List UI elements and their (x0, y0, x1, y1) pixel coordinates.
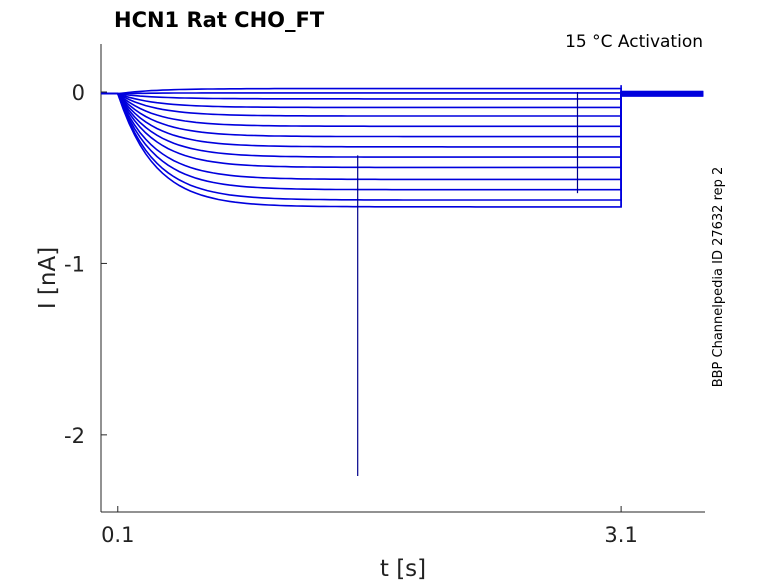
source-id-label: BBP Channelpedia ID 27632 rep 2 (711, 167, 726, 388)
current-trace (101, 92, 703, 190)
current-trace (101, 93, 703, 95)
axes (101, 44, 705, 512)
current-trace (101, 92, 703, 147)
current-trace (101, 93, 703, 99)
x-tick-label: 0.1 (101, 523, 134, 547)
current-traces (101, 85, 703, 207)
artifact-spikes (358, 92, 578, 476)
condition-annotation: 15 °C Activation (565, 32, 703, 52)
y-axis-label: I [nA] (35, 247, 61, 309)
x-tick-label: 3.1 (604, 523, 637, 547)
x-axis-label: t [s] (380, 556, 426, 582)
y-tick-label: -1 (64, 252, 85, 276)
y-tick-label: 0 (72, 81, 85, 105)
ticks: 0.1 3.1 0 -1 -2 (64, 81, 638, 547)
chart-title: HCN1 Rat CHO_FT (114, 8, 325, 32)
y-tick-label: -2 (64, 424, 85, 448)
